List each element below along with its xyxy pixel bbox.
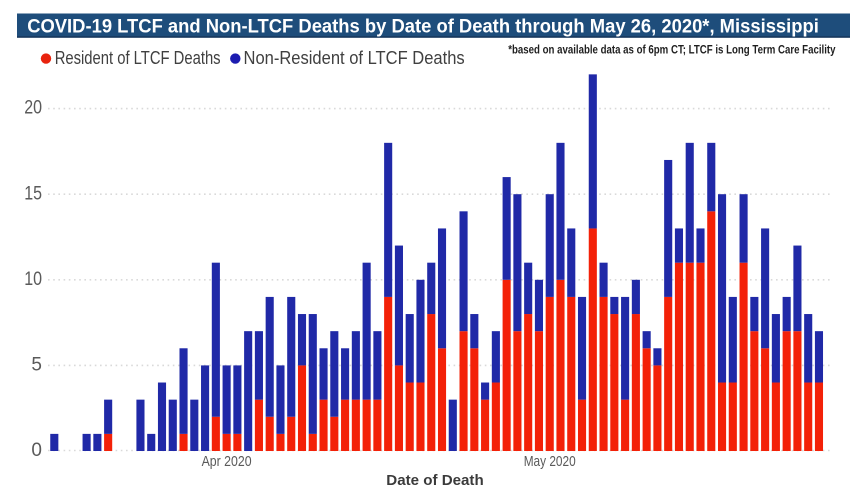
svg-text:Resident of LTCF Deaths: Resident of LTCF Deaths <box>55 48 221 68</box>
svg-text:Apr 2020: Apr 2020 <box>202 453 252 470</box>
svg-text:5: 5 <box>31 355 42 376</box>
svg-text:20: 20 <box>24 98 42 119</box>
svg-text:May 2020: May 2020 <box>524 453 576 470</box>
svg-text:15: 15 <box>24 183 42 204</box>
svg-text:10: 10 <box>24 269 42 290</box>
svg-text:Date of Death: Date of Death <box>386 472 483 489</box>
svg-text:*based on available data as of: *based on available data as of 6pm CT; L… <box>508 44 836 56</box>
svg-text:0: 0 <box>31 440 42 461</box>
svg-text:COVID-19 LTCF and Non-LTCF Dea: COVID-19 LTCF and Non-LTCF Deaths by Dat… <box>27 15 819 37</box>
svg-text:Non-Resident of LTCF Deaths: Non-Resident of LTCF Deaths <box>244 48 465 68</box>
